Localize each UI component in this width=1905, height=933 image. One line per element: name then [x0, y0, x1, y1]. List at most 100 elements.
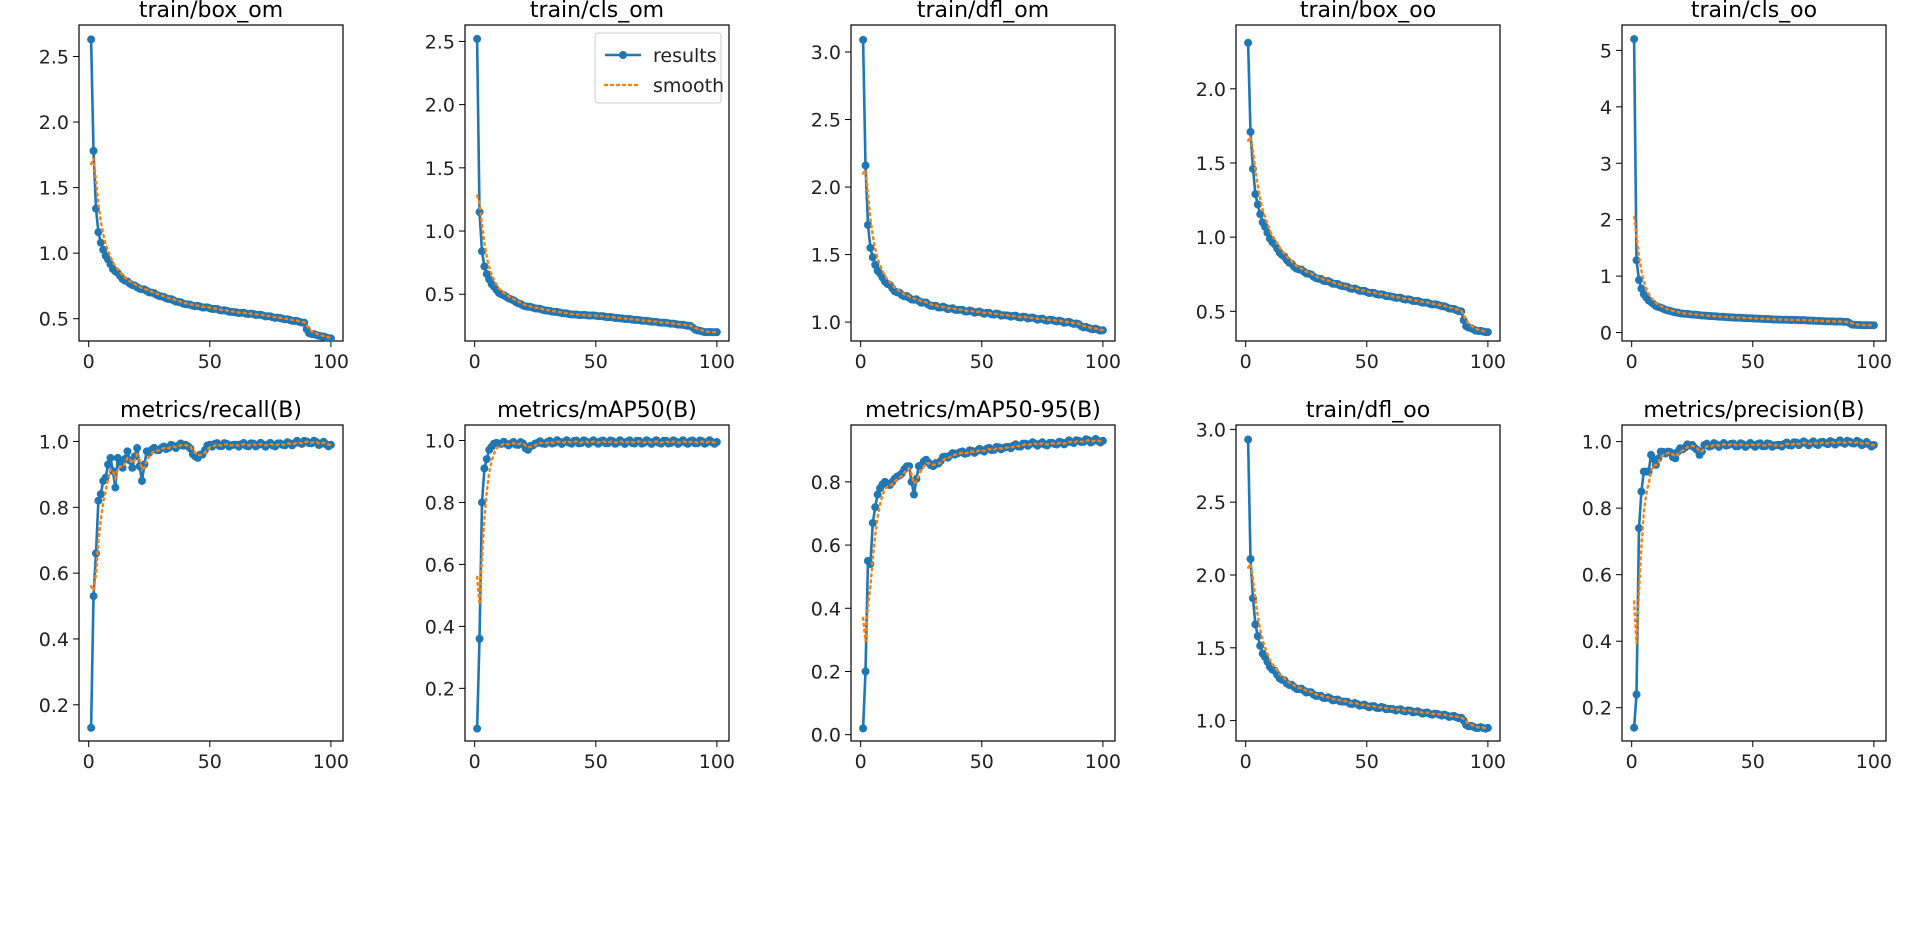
legend-results-label: results	[653, 45, 717, 67]
y-tick-label: 0.5	[425, 284, 455, 306]
x-tick-label: 50	[198, 751, 222, 773]
chart-panel: train/dfl_om 0 50 100 1.0 1.5 2.0 2.5 3.0	[811, 0, 1121, 373]
results-point	[868, 253, 877, 262]
chart-panel: train/box_oo 0 50 100 0.5 1.0 1.5 2.0	[1196, 0, 1506, 373]
x-tick-label: 100	[1470, 751, 1506, 773]
x-tick-label: 50	[970, 751, 994, 773]
results-point	[1637, 487, 1646, 496]
y-tick-label: 0.5	[39, 309, 69, 331]
axes-frame	[1621, 24, 1887, 342]
results-point	[873, 490, 882, 499]
y-tick-label: 0.4	[39, 629, 69, 651]
y-tick-label: 0.4	[425, 616, 455, 638]
y-tick-label: 0.2	[425, 678, 455, 700]
results-point	[712, 328, 721, 337]
results-point	[94, 228, 103, 237]
results-point	[868, 518, 877, 527]
y-tick-label: 1.0	[425, 221, 455, 243]
chart-panel: train/dfl_oo 0 50 100 1.0 1.5 2.0 2.5 3.0	[1196, 398, 1506, 773]
results-point	[1634, 524, 1643, 533]
results-point	[1246, 127, 1255, 136]
y-tick-label: 0.5	[1196, 301, 1226, 323]
chart-title: train/cls_oo	[1691, 0, 1817, 23]
chart-panel: train/cls_om 0 50 100 0.5 1.0 1.5 2.0 2.5 results…	[425, 0, 735, 373]
x-tick-label: 100	[1085, 351, 1121, 373]
legend-smooth-label: smooth	[653, 75, 724, 97]
results-point	[473, 34, 482, 43]
y-tick-label: 3	[1600, 153, 1612, 175]
y-tick-label: 0.2	[39, 695, 69, 717]
chart-title: metrics/recall(B)	[120, 398, 302, 423]
legend-results-marker	[619, 51, 627, 59]
results-point	[1244, 435, 1253, 444]
y-tick-label: 0.6	[425, 554, 455, 576]
results-point	[1256, 641, 1265, 650]
chart-panel: metrics/recall(B) 0 50 100 0.2 0.4 0.6 0.8 1.0	[39, 398, 349, 773]
x-tick-label: 50	[1741, 751, 1765, 773]
results-point	[1253, 632, 1262, 641]
y-tick-label: 5	[1600, 40, 1612, 62]
results-point	[859, 35, 868, 44]
results-point	[482, 455, 491, 464]
results-point	[712, 438, 721, 447]
results-point	[866, 243, 875, 252]
y-tick-label: 2.5	[811, 110, 841, 132]
chart-title: train/box_oo	[1300, 0, 1436, 23]
chart-panel: metrics/precision(B) 0 50 100 0.2 0.4 0.6 0.8 1.…	[1582, 398, 1892, 773]
results-point	[106, 453, 115, 462]
chart-title: metrics/precision(B)	[1643, 398, 1864, 423]
results-point	[1483, 723, 1492, 732]
x-tick-label: 50	[1741, 351, 1765, 373]
x-tick-label: 100	[1085, 751, 1121, 773]
results-point	[96, 490, 105, 499]
results-point	[111, 483, 120, 492]
y-tick-label: 1.0	[1196, 227, 1226, 249]
smooth-line	[1632, 215, 1876, 327]
x-tick-label: 50	[970, 351, 994, 373]
results-point	[863, 220, 872, 229]
results-point	[1244, 38, 1253, 47]
results-point	[475, 634, 484, 643]
results-point	[905, 462, 914, 471]
smooth-line	[475, 440, 719, 605]
y-tick-label: 1.0	[1582, 432, 1612, 454]
y-tick-label: 0.8	[1582, 498, 1612, 520]
results-line	[89, 39, 332, 340]
results-point	[128, 463, 137, 472]
axes-frame	[78, 424, 344, 742]
results-point	[473, 724, 482, 733]
results-point	[861, 667, 870, 676]
results-point	[1634, 276, 1643, 285]
x-tick-label: 50	[1355, 751, 1379, 773]
results-point	[94, 496, 103, 505]
axes-frame	[1235, 424, 1501, 742]
legend-box	[594, 32, 722, 104]
axes-frame	[850, 424, 1116, 742]
smooth-line	[861, 166, 1105, 332]
legend: results smooth	[594, 32, 724, 104]
axes-frame	[1235, 24, 1501, 342]
results-point	[1098, 436, 1107, 445]
y-tick-label: 0.6	[811, 535, 841, 557]
results-point	[96, 238, 105, 247]
results-line	[1632, 39, 1874, 327]
results-point	[87, 723, 96, 732]
y-tick-label: 1.5	[1196, 638, 1226, 660]
y-tick-label: 1.0	[1196, 711, 1226, 733]
y-tick-label: 2.5	[425, 31, 455, 53]
results-point	[909, 490, 918, 499]
results-line	[861, 437, 1104, 729]
results-point	[89, 592, 98, 601]
y-tick-label: 2.5	[39, 46, 69, 68]
x-tick-label: 0	[1626, 351, 1638, 373]
axes-frame	[78, 24, 344, 342]
y-tick-label: 0.4	[811, 598, 841, 620]
x-tick-label: 0	[1626, 751, 1638, 773]
y-tick-label: 0.2	[1582, 698, 1612, 720]
y-tick-label: 0.4	[1582, 631, 1612, 653]
chart-panel: train/box_om 0 50 100 0.5 1.0 1.5 2.0 2.5	[39, 0, 349, 373]
smooth-line	[475, 194, 719, 334]
results-point	[1869, 321, 1878, 330]
y-tick-label: 1	[1600, 266, 1612, 288]
